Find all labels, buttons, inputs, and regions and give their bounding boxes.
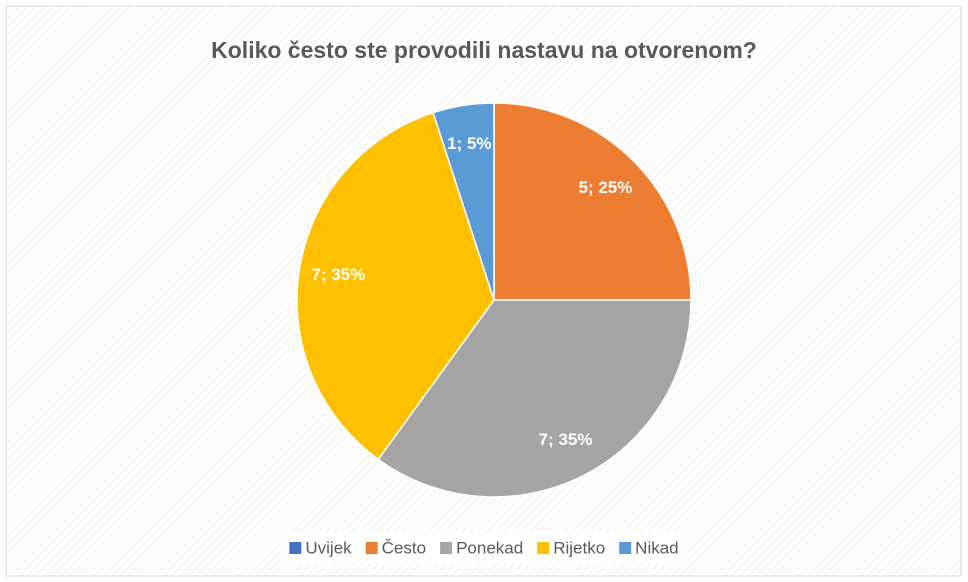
legend-swatch — [365, 542, 378, 554]
legend-label: Nikad — [635, 538, 678, 557]
pie-slice — [296, 111, 495, 461]
legend-swatch — [537, 542, 550, 554]
legend-box — [281, 532, 687, 564]
legend-label: Rijetko — [553, 538, 605, 557]
pie-slice — [432, 102, 495, 301]
data-label: 7; 35% — [311, 265, 365, 284]
data-label: 7; 35% — [539, 430, 593, 449]
legend-label: Ponekad — [456, 538, 523, 557]
data-label: 5; 25% — [579, 178, 633, 197]
chart-title: Koliko često ste provodili nastavu na ot… — [211, 37, 757, 63]
legend-label: Često — [382, 538, 426, 557]
legend-label: Uvijek — [305, 538, 352, 557]
legend-swatch — [289, 542, 302, 554]
legend-swatch — [440, 542, 453, 554]
pie-slice — [377, 299, 692, 498]
pie-slice — [493, 102, 692, 301]
legend: Uvijek Često Ponekad Rijetko Nikad — [281, 532, 687, 564]
legend-swatch — [619, 542, 632, 554]
data-label: 1; 5% — [447, 134, 491, 153]
